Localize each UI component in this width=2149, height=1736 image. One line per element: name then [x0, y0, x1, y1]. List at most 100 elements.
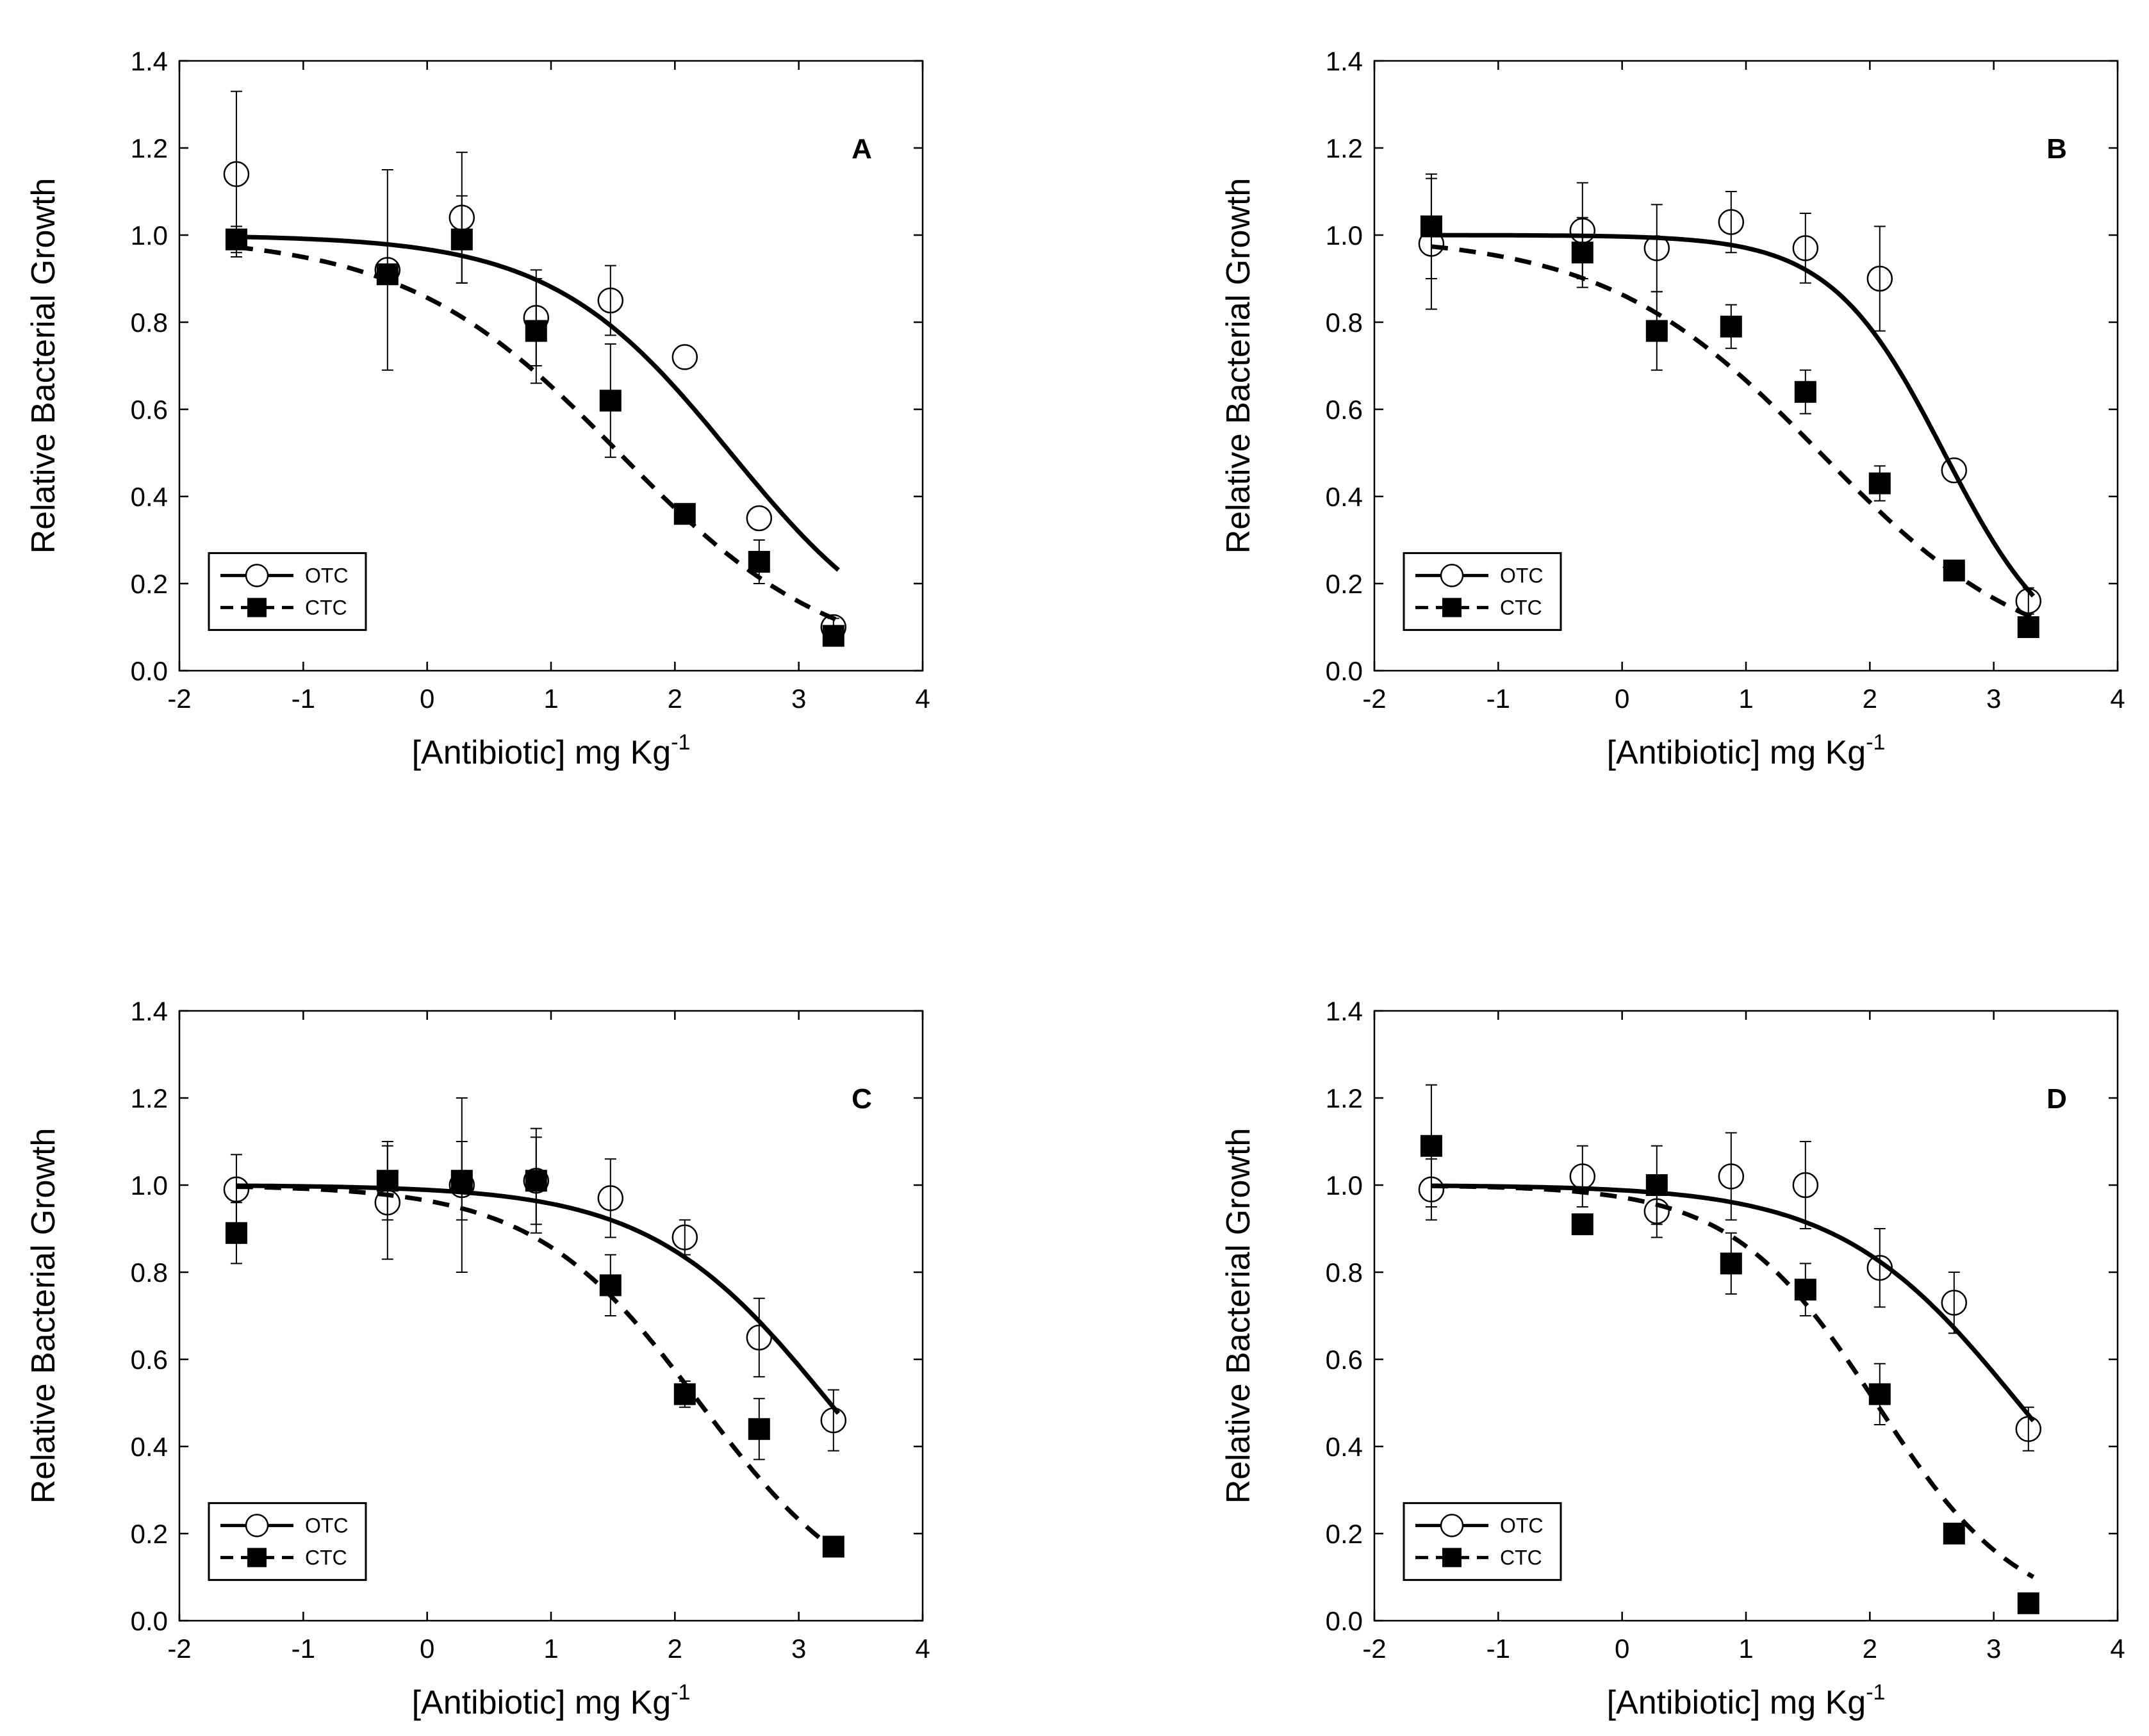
x-axis-title-superscript: -1 [671, 730, 690, 755]
data-point-otc [1941, 1290, 1968, 1316]
x-axis-title-superscript: -1 [671, 1680, 690, 1705]
legend: OTC CTC [208, 1502, 367, 1581]
y-axis-title: Relative Bacterial Growth [25, 1128, 62, 1504]
x-tick-label: 1 [543, 684, 558, 714]
y-tick-label: 0.6 [131, 1345, 168, 1375]
data-point-ctc [599, 1274, 622, 1297]
fit-line-ctc [236, 245, 839, 623]
legend-marker-ctc [247, 1548, 267, 1568]
fit-line-ctc [1431, 1183, 2035, 1579]
y-tick-label: 1.0 [1326, 1170, 1363, 1200]
y-tick-label: 0.2 [131, 569, 168, 599]
data-point-otc [746, 505, 773, 532]
x-tick-label: -2 [1362, 1634, 1386, 1664]
y-tick-label: 1.4 [131, 996, 168, 1026]
legend-marker-ctc [247, 598, 267, 618]
series-otc [1418, 177, 2042, 615]
data-point-ctc [1645, 320, 1668, 342]
data-point-otc [1718, 1163, 1745, 1190]
data-point-ctc [1943, 559, 1965, 582]
legend-label-ctc: CTC [1500, 596, 1542, 619]
legend-marker-ctc [1442, 598, 1461, 618]
legend-marker-otc [1440, 564, 1464, 587]
legend: OTC CTC [208, 552, 367, 631]
data-point-ctc [1571, 1213, 1593, 1236]
y-tick-label: 0.2 [131, 1519, 168, 1549]
y-tick-label: 1.0 [1326, 220, 1363, 250]
data-point-otc [671, 1224, 698, 1250]
legend-label-otc: OTC [305, 1514, 349, 1537]
data-point-otc [597, 1185, 624, 1211]
data-point-ctc [450, 1170, 473, 1192]
x-tick-label: 3 [1986, 1634, 2001, 1664]
y-tick-label: 0.4 [131, 482, 168, 512]
data-point-ctc [450, 228, 473, 250]
legend-label-ctc: CTC [305, 1546, 347, 1569]
y-tick-label: 1.2 [131, 1083, 168, 1113]
x-tick-label: 0 [1615, 684, 1629, 714]
y-tick-label: 0.0 [1326, 1606, 1363, 1636]
data-point-ctc [1794, 381, 1816, 403]
fit-line-otc [236, 1183, 841, 1415]
x-tick-label: 0 [420, 1634, 434, 1664]
data-point-ctc [525, 1170, 547, 1192]
data-point-ctc [673, 1383, 696, 1405]
y-tick-label: 0.6 [1326, 1345, 1363, 1375]
y-tick-label: 0.4 [1326, 1432, 1363, 1462]
y-axis-title: Relative Bacterial Growth [1220, 178, 1257, 554]
legend-box [1403, 552, 1562, 631]
x-axis-title-superscript: -1 [1866, 1680, 1885, 1705]
x-tick-label: -2 [167, 1634, 191, 1664]
y-tick-label: 1.2 [1326, 1083, 1363, 1113]
data-point-otc [671, 344, 698, 370]
x-tick-label: 1 [543, 1634, 558, 1664]
data-point-ctc [225, 228, 247, 250]
y-tick-label: 1.4 [131, 46, 168, 76]
x-tick-label: -2 [1362, 684, 1386, 714]
legend-label-otc: OTC [1500, 1514, 1544, 1537]
y-tick-label: 0.2 [1326, 569, 1363, 599]
panel-letter: D [2046, 1083, 2067, 1115]
legend-box [208, 1502, 367, 1581]
legend-label-ctc: CTC [305, 596, 347, 619]
x-axis-title-superscript: -1 [1866, 730, 1885, 755]
x-tick-label: 4 [915, 1634, 930, 1664]
legend-marker-otc [245, 1514, 269, 1537]
series-ctc [1420, 1084, 2039, 1614]
y-tick-label: 1.2 [131, 133, 168, 163]
data-point-ctc [673, 503, 696, 525]
x-tick-label: 3 [791, 1634, 806, 1664]
data-point-ctc [822, 1535, 844, 1558]
data-point-otc [1866, 265, 1893, 292]
x-axis-title: [Antibiotic] mg Kg-1 [412, 1680, 691, 1721]
panel-d: -2 -1 0 1 2 3 4 0.0 0.2 0.4 0.6 0.8 1.0 1.2 1.4 [Antibi… [1220, 996, 2125, 1721]
data-point-otc [2015, 1416, 2042, 1443]
x-tick-label: 1 [1738, 1634, 1753, 1664]
x-tick-label: 1 [1738, 684, 1753, 714]
legend-label-otc: OTC [305, 564, 349, 587]
y-tick-label: 0.6 [1326, 395, 1363, 425]
fit-line-otc [236, 234, 840, 572]
legend-label-ctc: CTC [1500, 1546, 1542, 1569]
y-tick-label: 0.4 [131, 1432, 168, 1462]
data-point-otc [597, 287, 624, 314]
x-axis-title: [Antibiotic] mg Kg-1 [1607, 730, 1886, 771]
data-point-ctc [2017, 616, 2039, 638]
y-tick-label: 1.0 [131, 1170, 168, 1200]
panel-letter: A [852, 133, 872, 165]
x-tick-label: -2 [167, 684, 191, 714]
y-tick-label: 0.8 [1326, 1257, 1363, 1288]
data-point-ctc [1420, 215, 1442, 238]
series-ctc [225, 195, 844, 647]
data-point-otc [1569, 1163, 1596, 1190]
data-point-ctc [376, 1170, 399, 1192]
x-axis-title-text: [Antibiotic] mg Kg [412, 1684, 671, 1721]
legend: OTC CTC [1403, 552, 1562, 631]
y-tick-label: 0.6 [131, 395, 168, 425]
x-tick-label: -1 [1486, 684, 1510, 714]
data-point-otc [223, 161, 250, 188]
x-axis-title-text: [Antibiotic] mg Kg [412, 734, 671, 771]
data-point-otc [1941, 457, 1968, 484]
x-tick-label: 2 [1863, 1634, 1877, 1664]
